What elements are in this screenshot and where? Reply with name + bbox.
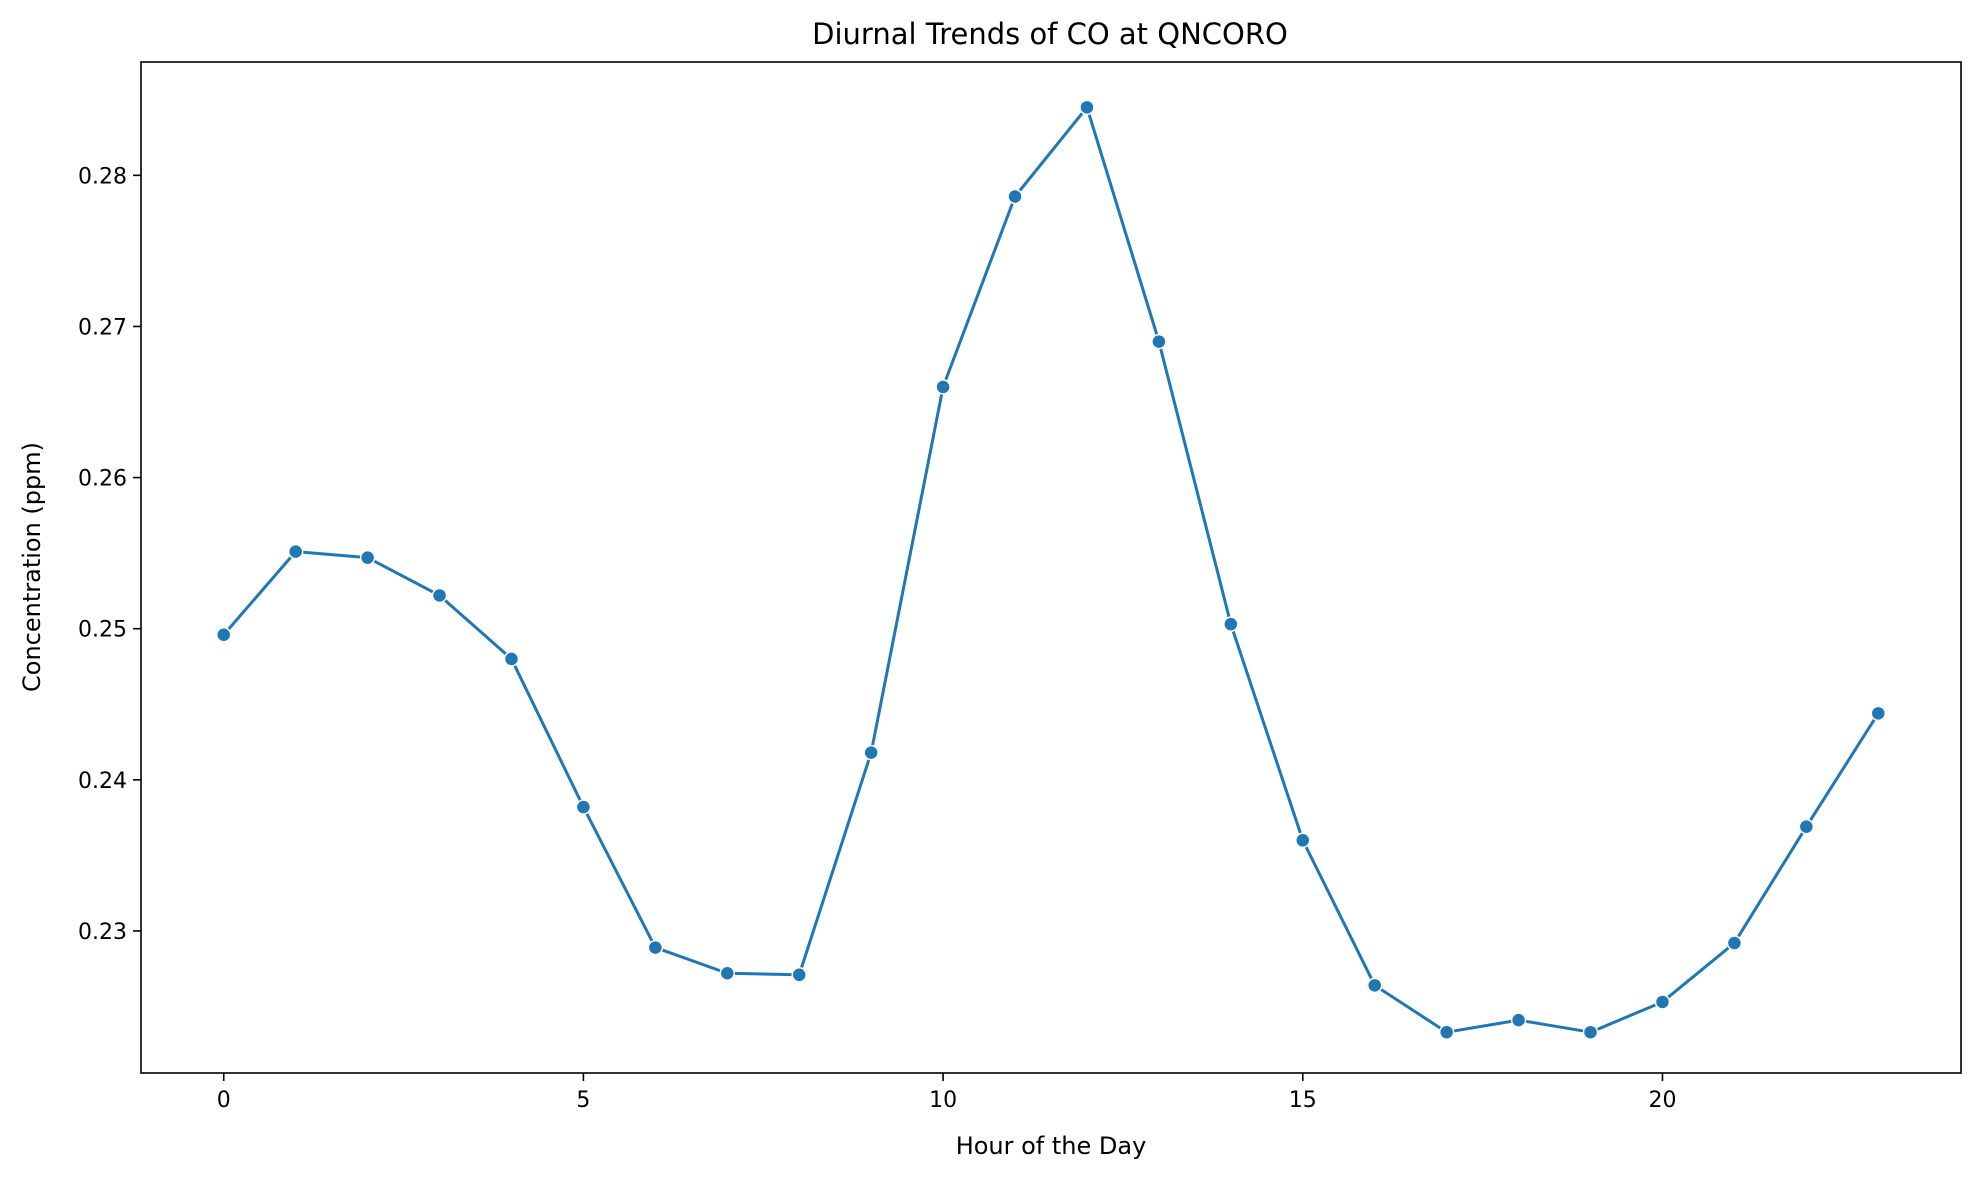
plot-frame xyxy=(140,61,1962,1074)
data-point xyxy=(1223,616,1239,632)
y-tick-label: 0.24 xyxy=(78,769,127,794)
data-point xyxy=(1582,1024,1599,1040)
data-point xyxy=(791,967,807,983)
data-point xyxy=(1654,994,1671,1010)
data-point xyxy=(1726,935,1743,951)
y-tick-label: 0.28 xyxy=(78,164,127,189)
y-tick-label: 0.26 xyxy=(78,467,127,492)
series-line xyxy=(222,105,1880,1034)
x-axis: 0 5 10 15 20 xyxy=(217,1073,1676,1113)
data-point xyxy=(503,651,520,667)
data-point xyxy=(935,379,951,395)
data-point xyxy=(1079,99,1095,116)
plot-area xyxy=(215,99,1887,1040)
x-tick-label: 0 xyxy=(217,1088,231,1113)
x-tick-label: 10 xyxy=(929,1088,957,1113)
data-point xyxy=(431,587,448,604)
y-tick-label: 0.23 xyxy=(78,920,127,945)
data-point xyxy=(1870,705,1887,722)
y-tick-label: 0.27 xyxy=(78,315,127,340)
data-point xyxy=(647,939,664,956)
data-point xyxy=(359,549,376,566)
data-point xyxy=(1295,832,1311,849)
y-axis-label: Concentration (ppm) xyxy=(18,442,46,692)
data-point xyxy=(1510,1012,1527,1028)
data-point xyxy=(287,543,304,560)
y-axis: 0.23 0.24 0.25 0.26 0.27 0.28 xyxy=(78,164,141,945)
data-point xyxy=(863,744,879,761)
data-point xyxy=(215,626,232,643)
x-tick-label: 5 xyxy=(576,1088,590,1113)
data-point xyxy=(1007,188,1023,205)
data-point xyxy=(1798,818,1815,835)
chart-title: Diurnal Trends of CO at QNCORO xyxy=(812,17,1288,51)
x-axis-label: Hour of the Day xyxy=(956,1132,1147,1160)
x-tick-label: 20 xyxy=(1648,1088,1676,1113)
data-point xyxy=(1438,1024,1455,1040)
data-point xyxy=(1151,333,1167,350)
x-tick-label: 15 xyxy=(1289,1088,1317,1113)
data-point xyxy=(575,799,592,815)
y-tick-label: 0.25 xyxy=(78,618,127,643)
data-point xyxy=(719,965,736,982)
data-point xyxy=(1366,977,1383,994)
